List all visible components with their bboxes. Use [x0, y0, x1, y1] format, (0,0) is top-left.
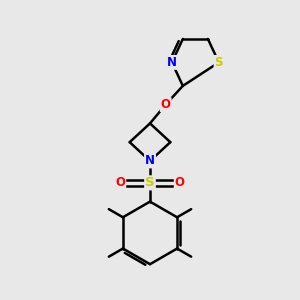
Text: N: N: [167, 56, 177, 69]
Text: S: S: [214, 56, 223, 69]
Text: S: S: [145, 176, 155, 189]
Text: N: N: [145, 154, 155, 167]
Text: O: O: [115, 176, 125, 189]
Text: O: O: [175, 176, 185, 189]
Text: O: O: [160, 98, 171, 111]
